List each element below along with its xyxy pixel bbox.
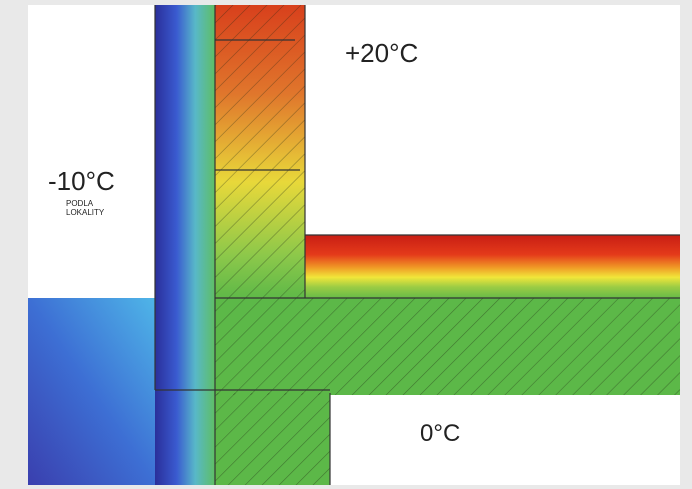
exterior-note: PODLA: [66, 199, 94, 208]
insulation: [155, 5, 217, 485]
outlines: [154, 5, 680, 485]
wall-hatch: [215, 5, 305, 300]
interior-temp: +20°C: [345, 38, 418, 68]
foundation-hatch: [215, 393, 330, 485]
floor-layers: [305, 235, 680, 300]
ground-temp: 0°C: [420, 420, 460, 447]
exterior-note: LOKALITY: [66, 208, 105, 217]
exterior-ground: [28, 298, 156, 485]
slab-hatch: [215, 298, 680, 395]
exterior-temp: -10°C: [48, 166, 115, 196]
